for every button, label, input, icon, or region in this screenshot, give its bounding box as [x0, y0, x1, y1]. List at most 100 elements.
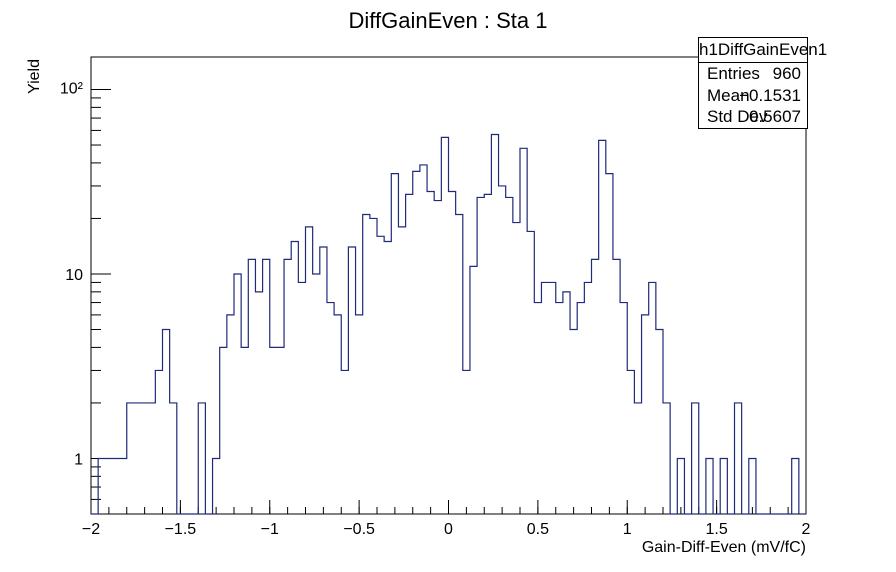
- histogram-bin: [134, 403, 141, 514]
- stats-histogram-name: h1DiffGainEven1: [699, 40, 828, 59]
- y-tick-label: 1: [74, 451, 83, 468]
- histogram-bin: [592, 259, 599, 514]
- histogram-bin: [98, 458, 105, 514]
- histogram-bins: [98, 135, 799, 514]
- histogram-bin: [313, 274, 320, 514]
- histogram-bin: [456, 215, 463, 514]
- stats-std-label: Std Dev: [707, 107, 768, 126]
- histogram-bin: [584, 282, 591, 514]
- histogram-bin: [270, 347, 277, 514]
- stats-row-entries: Entries 960: [707, 64, 801, 86]
- histogram-bin: [248, 259, 255, 514]
- stats-box: h1DiffGainEven1 Entries 960 Mean −0.1531…: [698, 37, 828, 129]
- histogram-bin: [491, 135, 498, 514]
- histogram-bin: [227, 315, 234, 514]
- histogram-bin: [263, 259, 270, 514]
- histogram-bin: [470, 266, 477, 514]
- histogram-bin: [141, 403, 148, 514]
- histogram-bin: [148, 403, 155, 514]
- histogram-bin: [606, 174, 613, 514]
- histogram-bin: [520, 148, 527, 514]
- y-tick-label: 10: [65, 267, 83, 284]
- histogram-bin: [377, 236, 384, 514]
- histogram-bin: [642, 315, 649, 514]
- histogram-bin: [170, 403, 177, 514]
- histogram-bin: [241, 347, 248, 514]
- stats-divider: [699, 62, 807, 63]
- histogram-bin: [363, 215, 370, 514]
- histogram-bin: [320, 247, 327, 514]
- histogram-bin: [327, 303, 334, 514]
- histogram-bin: [427, 191, 434, 514]
- histogram-bin: [348, 247, 355, 514]
- x-tick-label: 1: [623, 521, 632, 538]
- stats-row-std: Std Dev 0.5607: [707, 107, 801, 129]
- histogram-bin: [506, 197, 513, 514]
- histogram-bin: [406, 194, 413, 514]
- histogram-bin: [255, 292, 262, 514]
- histogram-bin: [620, 303, 627, 514]
- histogram-bin: [599, 140, 606, 514]
- histogram-bin: [656, 330, 663, 514]
- histogram-bin: [627, 370, 634, 514]
- histogram-bin: [499, 186, 506, 514]
- y-tick-label: 10²: [60, 80, 84, 97]
- histogram-outline: [91, 133, 806, 515]
- stats-entries-label: Entries: [707, 64, 760, 83]
- histogram-bin: [291, 241, 298, 514]
- histogram-bin: [541, 282, 548, 514]
- histogram-bin: [527, 231, 534, 514]
- x-tick-label: −1: [261, 521, 279, 538]
- histogram-bin: [663, 403, 670, 514]
- histogram-bin: [434, 201, 441, 514]
- x-tick-label: −2: [82, 521, 100, 538]
- histogram-bin: [441, 137, 448, 514]
- x-tick-label: −1.5: [165, 521, 197, 538]
- histogram-bin: [220, 347, 227, 514]
- histogram-bin: [634, 403, 641, 514]
- stats-row-mean: Mean −0.1531: [707, 86, 801, 108]
- histogram-bin: [234, 274, 241, 514]
- histogram-bin: [413, 171, 420, 514]
- histogram-bin: [692, 403, 699, 514]
- histogram-bin: [298, 282, 305, 514]
- x-axis: −2 −1.5 −1 −0.5 0 0.5 1 1.5 2: [82, 500, 811, 538]
- x-tick-label: −0.5: [343, 521, 375, 538]
- stats-mean-label: Mean: [707, 86, 750, 105]
- histogram-bin: [735, 403, 742, 514]
- histogram-bin: [449, 191, 456, 514]
- histogram-bin: [720, 458, 727, 514]
- histogram-bin: [749, 458, 756, 514]
- histogram-bin: [112, 458, 119, 514]
- histogram-bin: [105, 458, 112, 514]
- chart-title: DiffGainEven : Sta 1: [348, 8, 548, 33]
- x-tick-label: 0: [444, 521, 453, 538]
- histogram-bin: [477, 197, 484, 514]
- histogram-bin: [649, 282, 656, 514]
- histogram-bin: [284, 259, 291, 514]
- x-tick-label: 2: [802, 521, 811, 538]
- stats-mean-value: −0.1531: [739, 86, 801, 105]
- histogram-bin: [384, 241, 391, 514]
- histogram-bin: [563, 292, 570, 514]
- histogram-bin: [549, 282, 556, 514]
- histogram-bin: [155, 370, 162, 514]
- histogram-bin: [213, 458, 220, 514]
- histogram-bin: [198, 403, 205, 514]
- histogram-bin: [306, 227, 313, 514]
- x-tick-label: 1.5: [706, 521, 728, 538]
- stats-entries-value: 960: [772, 64, 801, 83]
- histogram-bin: [613, 259, 620, 514]
- histogram-bin: [356, 315, 363, 514]
- histogram-bin: [391, 174, 398, 514]
- histogram-bin: [556, 303, 563, 514]
- histogram-bin: [792, 458, 799, 514]
- histogram-bin: [534, 303, 541, 514]
- histogram-bin: [513, 223, 520, 514]
- histogram-bin: [127, 403, 134, 514]
- histogram-bin: [277, 347, 284, 514]
- histogram-bin: [577, 303, 584, 514]
- histogram-bin: [420, 165, 427, 514]
- histogram-bin: [163, 330, 170, 514]
